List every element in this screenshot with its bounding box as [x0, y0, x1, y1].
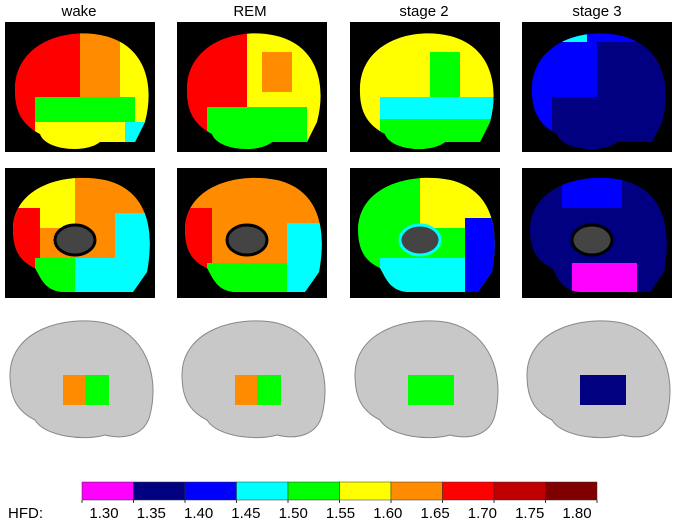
column-label: wake [60, 3, 96, 20]
colorbar-tick-label: 1.50 [279, 505, 308, 522]
colorbar-tick-label: 1.35 [137, 505, 166, 522]
cortex-render [354, 320, 499, 439]
colorbar-segment [442, 481, 495, 501]
colorbar-segment [493, 481, 546, 501]
colorbar-segment [81, 481, 134, 501]
cortex-render [526, 320, 671, 439]
colorbar-segment [287, 481, 340, 501]
colorbar-tick-label: 1.65 [420, 505, 449, 522]
colorbar-tick-label: 1.70 [468, 505, 497, 522]
colorbar-segment [545, 481, 598, 501]
lateral-map [350, 22, 500, 152]
colorbar: 1.30 1.35 1.40 1.45 1.50 1.55 1.60 1.65 1.70 1.75… [81, 481, 598, 522]
colorbar-tick-label: 1.80 [562, 505, 591, 522]
lateral-map [5, 22, 155, 152]
column-label: stage 3 [572, 3, 621, 20]
colorbar-segment [133, 481, 186, 501]
medial-map [350, 168, 500, 298]
cortex-render [181, 320, 326, 439]
colorbar-segment [236, 481, 289, 501]
lateral-map [177, 22, 327, 152]
medial-map [177, 168, 327, 298]
colorbar-tick-label: 1.55 [326, 505, 355, 522]
colorbar-segment [184, 481, 237, 501]
colorbar-segment [339, 481, 392, 501]
medial-map [5, 168, 155, 298]
medial-map [522, 168, 672, 298]
column-label: stage 2 [399, 3, 448, 20]
colorbar-tick-label: 1.40 [184, 505, 213, 522]
column-label: REM [233, 3, 266, 20]
colorbar-tick-label: 1.30 [89, 505, 118, 522]
colorbar-tick-label: 1.75 [515, 505, 544, 522]
colorbar-tick-label: 1.45 [231, 505, 260, 522]
colorbar-tick-label: 1.60 [373, 505, 402, 522]
colorbar-segment [390, 481, 443, 501]
cortex-render [9, 320, 154, 439]
colorbar-label: HFD: [8, 505, 43, 522]
lateral-map [522, 22, 672, 152]
